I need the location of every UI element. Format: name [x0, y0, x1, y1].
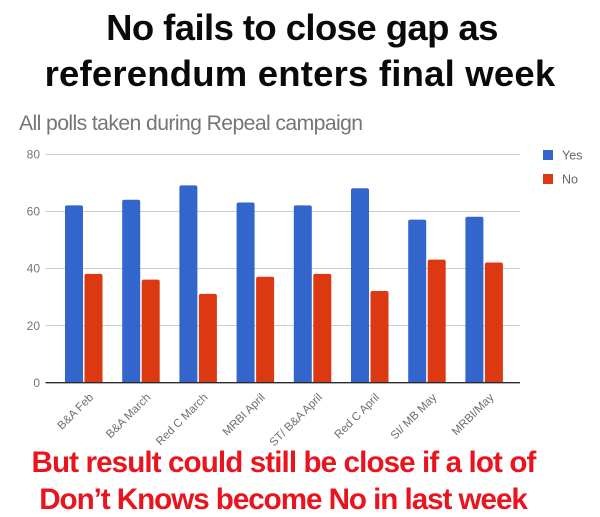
svg-text:Yes: Yes — [562, 149, 582, 163]
svg-text:SI/ MB May: SI/ MB May — [389, 391, 440, 442]
svg-text:Red C March: Red C March — [154, 392, 210, 448]
svg-text:Red C April: Red C April — [333, 392, 383, 442]
svg-text:MRBI/May: MRBI/May — [450, 391, 497, 438]
svg-text:20: 20 — [27, 319, 41, 333]
svg-text:MRBI April: MRBI April — [221, 392, 268, 439]
svg-text:60: 60 — [27, 205, 41, 219]
svg-text:40: 40 — [27, 262, 41, 276]
svg-text:ST/ B&A April: ST/ B&A April — [268, 392, 325, 449]
svg-text:B&A Feb: B&A Feb — [56, 392, 97, 433]
svg-text:0: 0 — [33, 376, 40, 390]
svg-text:80: 80 — [27, 148, 41, 162]
svg-text:No: No — [562, 173, 578, 187]
svg-text:B&A March: B&A March — [104, 392, 153, 441]
